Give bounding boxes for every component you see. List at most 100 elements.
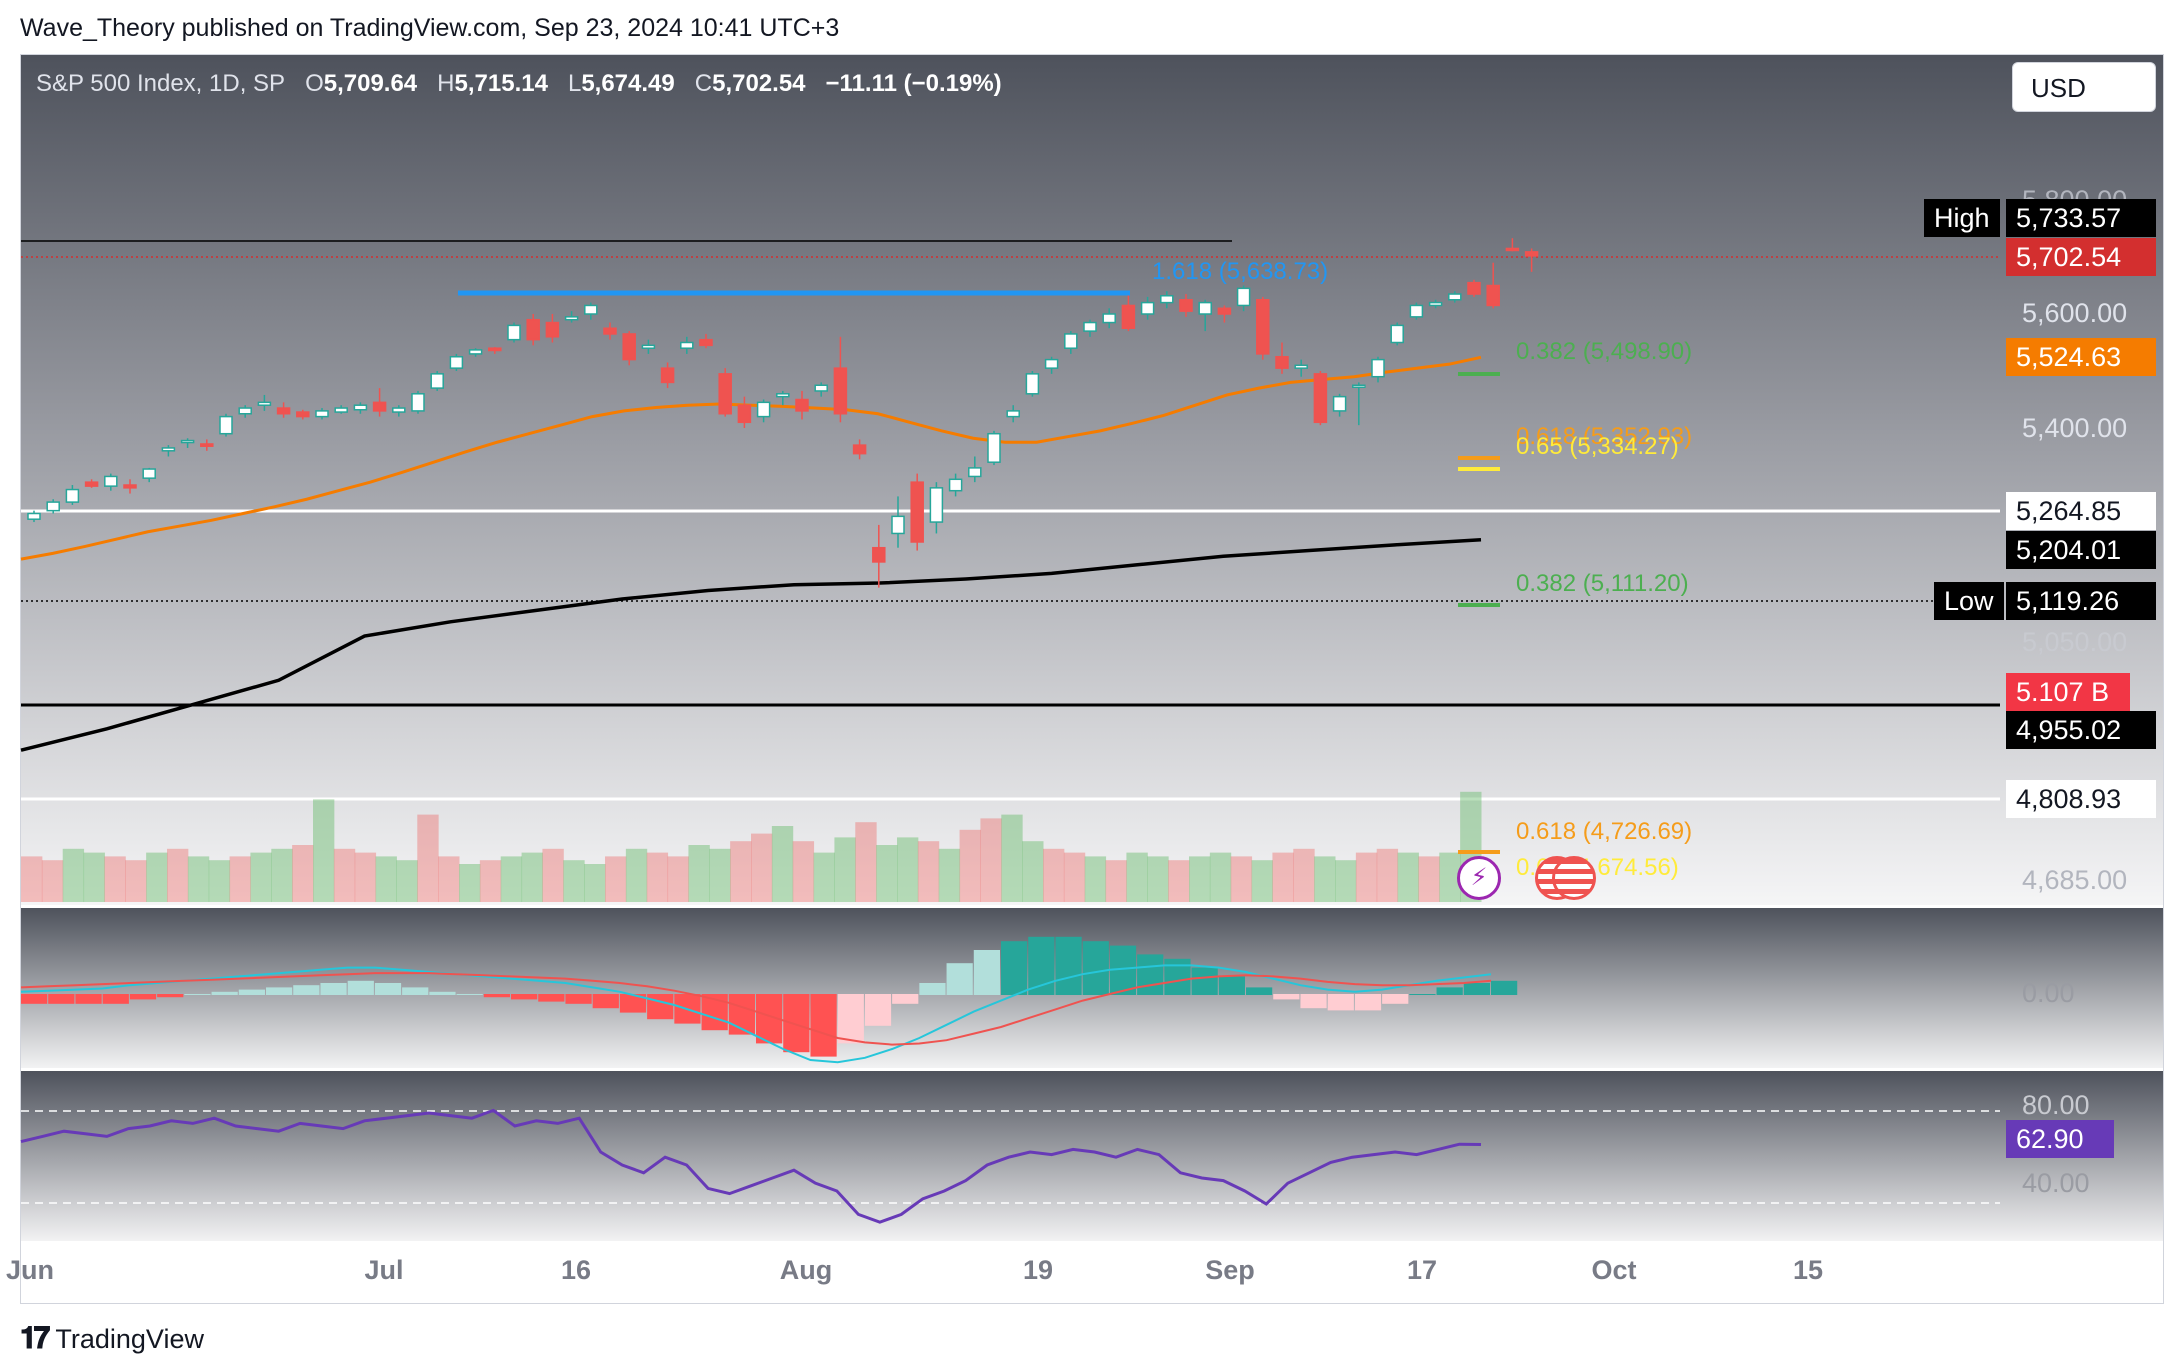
- candle-body: [929, 487, 944, 523]
- price-pane-background: [21, 55, 2163, 905]
- macd-zero-tick: 0.00: [2022, 978, 2075, 1008]
- volume-bar: [104, 856, 126, 902]
- volume-bar: [146, 852, 168, 902]
- candle-body: [622, 333, 636, 361]
- fib-0618-lower-label: 0.618 (4,726.69): [1516, 818, 1693, 845]
- candle-body: [449, 356, 464, 369]
- volume-bar: [667, 856, 689, 902]
- volume-bar: [438, 856, 460, 902]
- candle-body: [1256, 299, 1270, 355]
- symbol-label: S&P 500 Index, 1D, SP: [36, 70, 286, 97]
- volume-bar: [417, 814, 439, 902]
- candle-body: [392, 407, 406, 413]
- macd-histogram-bar: [538, 994, 565, 1002]
- rsi-value-tag: 62.90: [2006, 1120, 2114, 1158]
- macd-histogram-bar: [810, 994, 837, 1057]
- volume-bar: [813, 852, 835, 902]
- candles-layer: [27, 238, 1539, 588]
- open-label: O: [305, 70, 324, 97]
- candle-body: [1467, 281, 1481, 295]
- us-flag-event-icon-2[interactable]: [1552, 856, 1596, 900]
- volume-bar: [917, 841, 940, 902]
- candle-body: [852, 444, 867, 455]
- x-label-19: 19: [1022, 1255, 1054, 1285]
- volume-bar: [897, 837, 919, 902]
- candle-body: [238, 407, 252, 415]
- volume-bar: [771, 826, 794, 902]
- candle-body: [1294, 364, 1308, 369]
- volume-bar: [605, 856, 627, 902]
- candle-body: [276, 407, 291, 415]
- macd-layer: [20, 936, 1518, 1064]
- candle-body: [219, 415, 233, 435]
- candle-body: [1179, 299, 1193, 312]
- candle-body: [737, 404, 752, 424]
- candle-body: [680, 341, 694, 349]
- volume-bar: [1084, 856, 1107, 902]
- candle-body: [430, 373, 444, 389]
- macd-histogram-bar: [592, 994, 619, 1009]
- rsi-upper-tick: 80.00: [2022, 1090, 2090, 1120]
- macd-histogram-bar: [783, 994, 810, 1053]
- candle-body: [660, 367, 675, 384]
- currency-button[interactable]: USD: [2012, 62, 2156, 112]
- fib-1618-label: 1.618 (5,638.73): [1152, 258, 1329, 285]
- ema50-price-tag: 5,524.63: [2006, 338, 2156, 376]
- volume-bar: [1063, 852, 1086, 902]
- low-tag-label: Low: [1934, 582, 2004, 620]
- volume-bar: [959, 829, 981, 902]
- volume-bar: [333, 848, 356, 902]
- fib-lines-layer: [458, 290, 1500, 854]
- macd-histogram-bar: [1491, 980, 1518, 995]
- volume-bar: [1209, 852, 1232, 902]
- candle-body: [1217, 307, 1232, 315]
- volume-bar: [1418, 856, 1440, 902]
- macd-histogram-bar: [565, 994, 592, 1004]
- macd-histogram-bar: [1137, 954, 1164, 995]
- volume-bar: [1397, 852, 1419, 902]
- macd-histogram-bar: [238, 989, 265, 995]
- lightning-event-icon[interactable]: ⚡: [1457, 856, 1501, 900]
- macd-histogram-bar: [892, 994, 919, 1004]
- level-4808-tag: 4,808.93: [2006, 780, 2156, 818]
- rsi-pane-background: [21, 1071, 2163, 1241]
- rsi-layer: [20, 1108, 2000, 1224]
- macd-histogram-bar: [647, 994, 674, 1020]
- macd-histogram-bar: [728, 994, 755, 1035]
- fib-0382-lower-label: 0.382 (5,111.20): [1516, 570, 1689, 597]
- volume-bar: [1168, 860, 1190, 902]
- x-label-aug: Aug: [779, 1255, 833, 1285]
- macd-histogram-bar: [1246, 987, 1273, 995]
- volume-bar: [500, 856, 523, 902]
- candle-body: [315, 410, 329, 418]
- chart-frame[interactable]: [20, 54, 2164, 1304]
- candle-body: [488, 347, 502, 352]
- macd-line: [20, 964, 1492, 1064]
- volume-bar: [730, 841, 752, 902]
- volume-bar: [271, 848, 293, 902]
- candle-body: [1409, 304, 1424, 318]
- candle-body: [641, 344, 656, 349]
- x-label-oct: Oct: [1591, 1255, 1637, 1285]
- fib-065-label: 0.65 (5,334.27): [1516, 433, 1679, 460]
- macd-histogram-bar: [946, 963, 973, 995]
- macd-histogram-bar: [48, 994, 75, 1004]
- candle-body: [1140, 301, 1155, 315]
- volume-bar: [1439, 852, 1461, 902]
- tradingview-logo[interactable]: 𝟏𝟕 TradingView: [20, 1322, 204, 1356]
- volume-bar: [625, 848, 648, 902]
- macd-histogram-bar: [919, 983, 946, 995]
- volume-bar: [1335, 860, 1357, 902]
- candle-body: [46, 501, 60, 512]
- macd-histogram-bar: [347, 980, 374, 995]
- rsi-lower-tick: 40.00: [2022, 1168, 2090, 1198]
- volume-bar: [250, 852, 272, 902]
- x-label-16: 16: [560, 1255, 592, 1285]
- signal-line: [20, 972, 1492, 1046]
- candle-body: [200, 443, 214, 447]
- macd-histogram-bar: [1463, 983, 1490, 995]
- candle-body: [1486, 284, 1500, 307]
- last-price-tag: 5,702.54: [2006, 238, 2156, 276]
- macd-histogram-bar: [184, 994, 211, 995]
